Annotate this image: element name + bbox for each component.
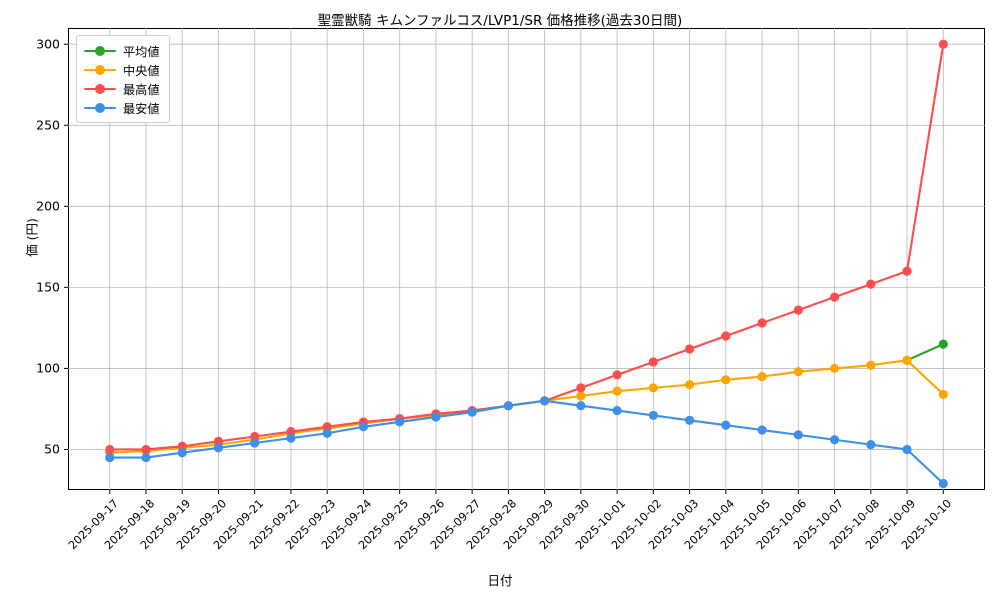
y-tick-label: 50 <box>44 441 60 457</box>
y-tick-label: 100 <box>36 360 60 376</box>
y-tick-label: 250 <box>36 117 60 133</box>
y-tick-label: 200 <box>36 198 60 214</box>
legend-label: 中央値 <box>123 63 160 78</box>
x-tick-label: 2025-10-04 <box>681 497 738 553</box>
x-tick-label: 2025-09-17 <box>65 497 121 553</box>
chart-title: 聖霊獣騎 キムンファルコス/LVP1/SR 価格推移(過去30日間) <box>317 13 683 29</box>
legend-item-3: 最高値 <box>84 79 160 98</box>
chart-legend: 平均値中央値最高値最安値 <box>76 35 170 123</box>
legend-item-1: 平均値 <box>84 41 160 60</box>
legend-label: 平均値 <box>123 44 160 59</box>
x-axis-label: 日付 <box>487 573 513 588</box>
legend-swatch-icon <box>84 45 116 57</box>
y-axis-label: 価 (円) <box>24 218 40 257</box>
legend-swatch-icon <box>84 102 116 114</box>
y-tick-label: 150 <box>36 279 60 295</box>
legend-swatch-icon <box>84 83 116 95</box>
plot-area <box>68 28 985 490</box>
y-tick-label: 300 <box>36 36 60 52</box>
legend-item-4: 最安値 <box>84 98 160 117</box>
legend-label: 最安値 <box>123 101 160 116</box>
legend-item-2: 中央値 <box>84 60 160 79</box>
legend-label: 最高値 <box>123 82 160 97</box>
legend-swatch-icon <box>84 64 116 76</box>
x-tick-label: 2025-09-30 <box>536 497 593 553</box>
x-tick-label: 2025-10-08 <box>826 497 882 553</box>
